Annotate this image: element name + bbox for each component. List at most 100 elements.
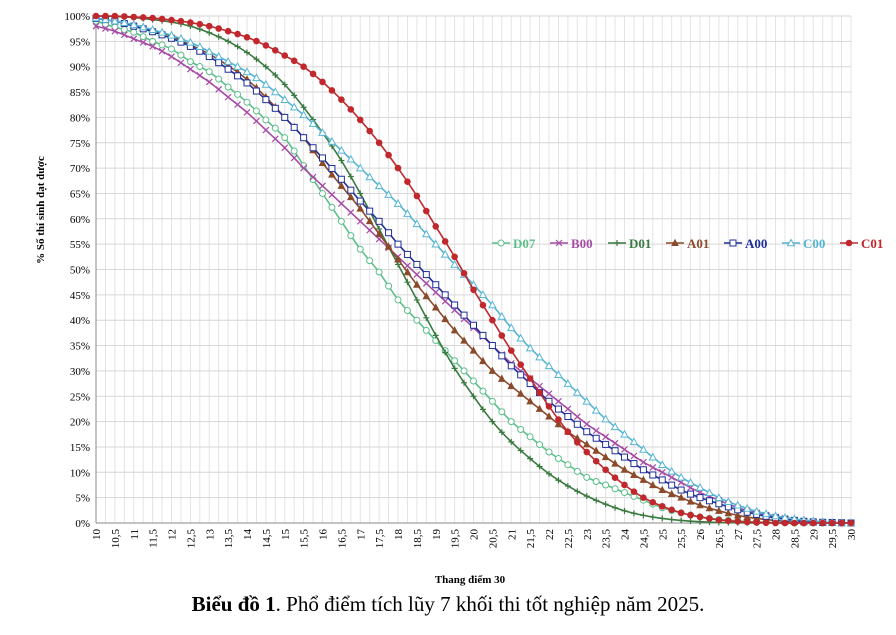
data-point [610,422,620,431]
x-tick-label: 20 [469,529,481,541]
data-point [413,280,421,288]
data-point [706,515,713,522]
x-tick-label: 13 [204,529,216,541]
data-point [356,245,364,253]
data-point [139,14,147,21]
data-point [781,519,789,527]
data-point [630,510,637,517]
data-point [234,43,241,50]
data-point [469,346,478,354]
data-point [583,493,590,500]
data-point [252,87,260,95]
data-point [157,27,167,36]
data-point [621,507,628,514]
data-point [403,307,411,315]
data-point [375,139,383,147]
data-point [639,475,648,483]
data-point [667,466,677,475]
x-tick-label: 16 [318,529,330,541]
data-point [149,14,156,22]
y-tick-label: 85% [70,87,90,99]
data-point [413,271,421,278]
data-point [110,16,120,25]
data-point [328,170,336,178]
data-point [451,253,458,261]
data-point [253,117,260,125]
data-point [422,292,431,300]
data-point [243,79,251,87]
data-point [205,68,213,76]
data-point [696,494,704,502]
data-point [271,104,279,112]
data-point [347,106,355,113]
data-point [450,259,459,268]
data-point [205,22,213,30]
data-point [422,271,430,279]
data-point [614,240,620,246]
legend-label: B00 [571,236,593,251]
data-point [838,519,845,527]
data-point [573,413,581,421]
data-point [196,71,204,79]
data-point [356,204,365,212]
data-point [328,191,336,199]
y-tick-label: 80% [70,112,90,124]
data-point [234,101,241,108]
data-point [648,452,658,461]
data-point [786,238,796,247]
data-point [280,95,290,103]
data-point [800,519,808,527]
data-point [289,102,299,111]
data-point [715,506,723,514]
data-point [819,519,826,527]
x-tick-label: 13,5 [223,529,235,549]
data-point [611,447,619,455]
data-point [640,512,647,519]
data-point [564,413,572,421]
x-tick-label: 14 [242,529,254,541]
data-point [488,342,496,350]
data-point [394,296,402,304]
x-tick-label: 12,5 [185,529,197,549]
data-point [488,397,496,405]
y-tick-label: 70% [70,163,90,175]
y-tick-label: 40% [70,315,90,327]
data-point [319,182,326,190]
data-point [423,207,430,215]
x-tick-label: 19 [431,529,443,541]
x-tick-label: 17,5 [374,529,386,549]
data-point [733,500,743,509]
data-point [564,405,572,413]
legend-label: C00 [803,236,825,251]
data-point [478,290,488,298]
data-point [649,471,657,479]
data-point [347,186,355,194]
data-point [658,476,666,484]
data-point [243,33,251,41]
data-point [687,490,695,498]
data-point [479,331,487,339]
data-point [442,349,449,356]
data-point [591,405,601,414]
data-point [262,126,270,134]
data-point [498,408,506,416]
y-tick-label: 65% [70,188,90,200]
data-point [620,429,629,438]
data-point [762,519,770,527]
data-point [215,59,223,67]
x-tick-label: 23,5 [601,529,613,549]
data-point [535,352,544,361]
data-point [761,509,771,518]
data-point [233,62,242,70]
data-point [555,239,563,247]
data-point [366,127,373,135]
data-point [234,90,242,98]
data-point [366,207,374,215]
data-point [752,506,761,515]
legend-item-b00: B00 [550,236,593,251]
data-point [413,316,421,324]
x-tick-label: 18,5 [412,529,424,549]
data-point [121,13,128,20]
legend-label: C01 [861,236,883,251]
data-point [676,472,686,481]
